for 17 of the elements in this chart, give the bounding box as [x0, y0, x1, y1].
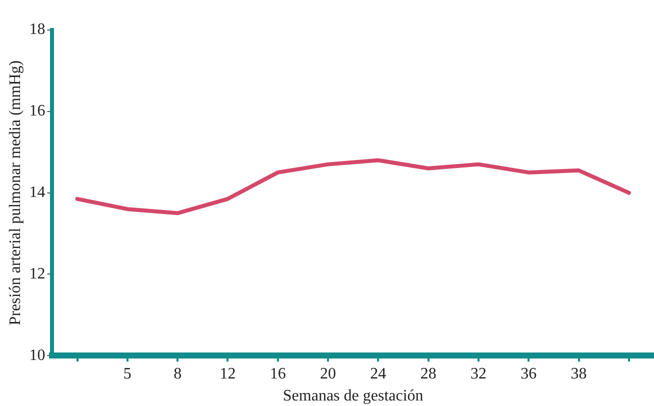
x-tick-label: 36: [520, 365, 537, 382]
x-tick-label: 12: [220, 365, 236, 382]
y-tick-label: 10: [29, 346, 46, 364]
x-tick-label: 38: [570, 365, 587, 382]
y-tick-label: 14: [29, 184, 46, 202]
x-tick-label: 20: [320, 365, 336, 382]
y-tick-label: 18: [29, 21, 46, 38]
x-axis-title: Semanas de gestación: [282, 388, 424, 405]
y-tick-label: 16: [29, 102, 46, 120]
x-tick-label: 32: [470, 365, 486, 382]
x-tick-label: 5: [123, 365, 132, 382]
x-tick-label: 8: [174, 365, 182, 382]
x-tick-label: 16: [270, 365, 286, 382]
y-axis-title: Presión arterial pulmonar media (mmHg): [6, 60, 24, 326]
x-tick-label: 24: [370, 365, 386, 382]
y-tick-label: 12: [29, 265, 46, 282]
x-tick-label: 28: [420, 365, 436, 382]
